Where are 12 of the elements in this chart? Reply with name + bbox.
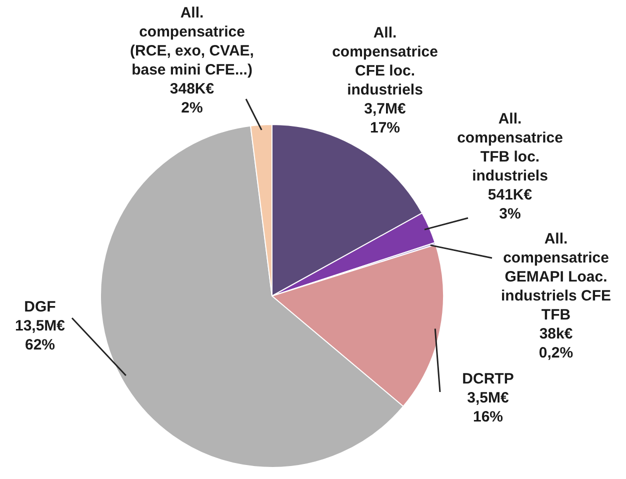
- data-label: 3,5M€ 16%: [467, 390, 510, 426]
- data-label: 3,7M€ 17%: [364, 100, 406, 137]
- data-label: 38k€ 0,2%: [538, 326, 574, 362]
- slice-label: DGF: [24, 298, 56, 316]
- slice-label: DCRTP: [462, 370, 514, 388]
- data-label: 13,5M€ 62%: [14, 318, 66, 354]
- data-label: 541K€ 3%: [488, 186, 533, 223]
- slice-label: All. compensatrice TFB loc. industriels: [457, 110, 563, 185]
- slice-label: All. compensatrice CFE loc. industriels: [332, 24, 438, 99]
- data-label: 348K€ 2%: [170, 80, 215, 117]
- slice-label: All. compensatrice (RCE, exo, CVAE, base mini CFE...): [130, 4, 254, 79]
- slice-label: All. compensatrice GEMAPI Loac. industriels CFE TFB: [500, 230, 612, 324]
